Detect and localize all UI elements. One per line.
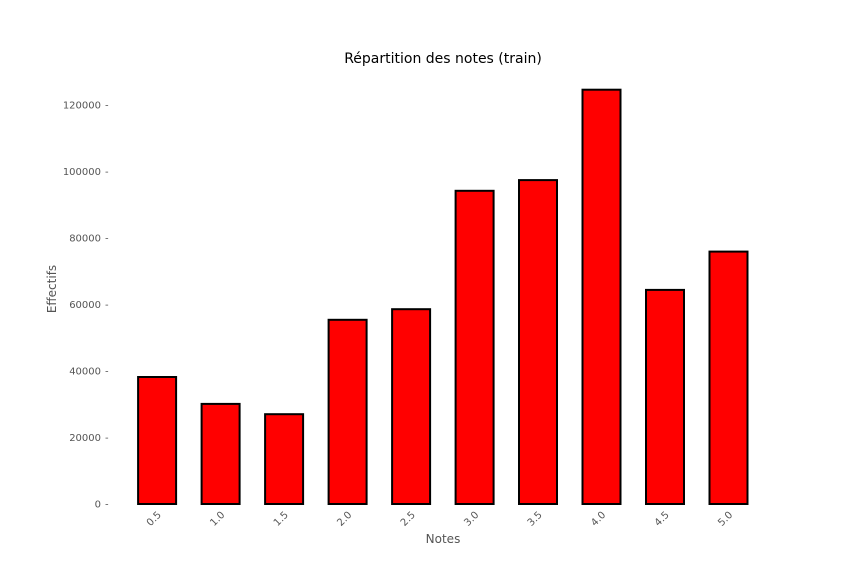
x-tick-label: 1.0 — [208, 510, 227, 529]
y-tick-mark: - — [105, 367, 109, 378]
x-tick-label: 3.5 — [526, 510, 545, 529]
x-tick-label: 5.0 — [716, 510, 735, 529]
y-tick-label: 120000 — [63, 101, 101, 112]
bar-1.5 — [264, 413, 305, 506]
bar-3.5 — [518, 179, 558, 505]
x-tick-label: 3.0 — [462, 510, 481, 529]
y-axis-title: Effectifs — [45, 265, 59, 313]
bar-4.0 — [581, 88, 622, 505]
bars-group — [137, 88, 749, 506]
y-tick-label: 100000 — [63, 167, 101, 178]
bar-0.5 — [137, 376, 178, 505]
y-tick-mark: - — [105, 433, 109, 444]
bar-4.5 — [645, 288, 685, 505]
x-axis-title: Notes — [426, 532, 461, 546]
y-tick-label: 80000 — [69, 234, 101, 245]
x-axis-ticks: 0.5 1.0 1.5 2.0 2.5 3.0 3.5 4.0 4.5 5.0 — [145, 510, 735, 529]
y-tick-mark: - — [105, 101, 109, 112]
bar-1.0 — [200, 402, 241, 505]
x-tick-label: 4.0 — [589, 510, 608, 529]
x-tick-label: 0.5 — [145, 510, 164, 529]
x-tick-label: 1.5 — [272, 510, 291, 529]
y-tick-mark: - — [105, 167, 109, 178]
bar-3.0 — [454, 189, 495, 506]
bar-2.5 — [391, 308, 432, 506]
y-axis-ticks: 0 -20000 -40000 -60000 -80000 -100000 -120000- — [63, 101, 109, 511]
y-tick-mark: - — [105, 500, 109, 511]
bar-5.0 — [708, 250, 749, 505]
y-tick-label: 40000 — [69, 367, 101, 378]
y-tick-label: 0 — [95, 500, 101, 511]
chart-title: Répartition des notes (train) — [344, 51, 542, 67]
y-tick-mark: - — [105, 234, 109, 245]
bar-2.0 — [327, 318, 368, 505]
x-tick-label: 2.5 — [399, 510, 418, 529]
y-tick-label: 60000 — [69, 300, 101, 311]
x-tick-label: 2.0 — [335, 510, 354, 529]
y-tick-mark: - — [105, 300, 109, 311]
x-tick-label: 4.5 — [653, 510, 672, 529]
y-tick-label: 20000 — [69, 433, 101, 444]
